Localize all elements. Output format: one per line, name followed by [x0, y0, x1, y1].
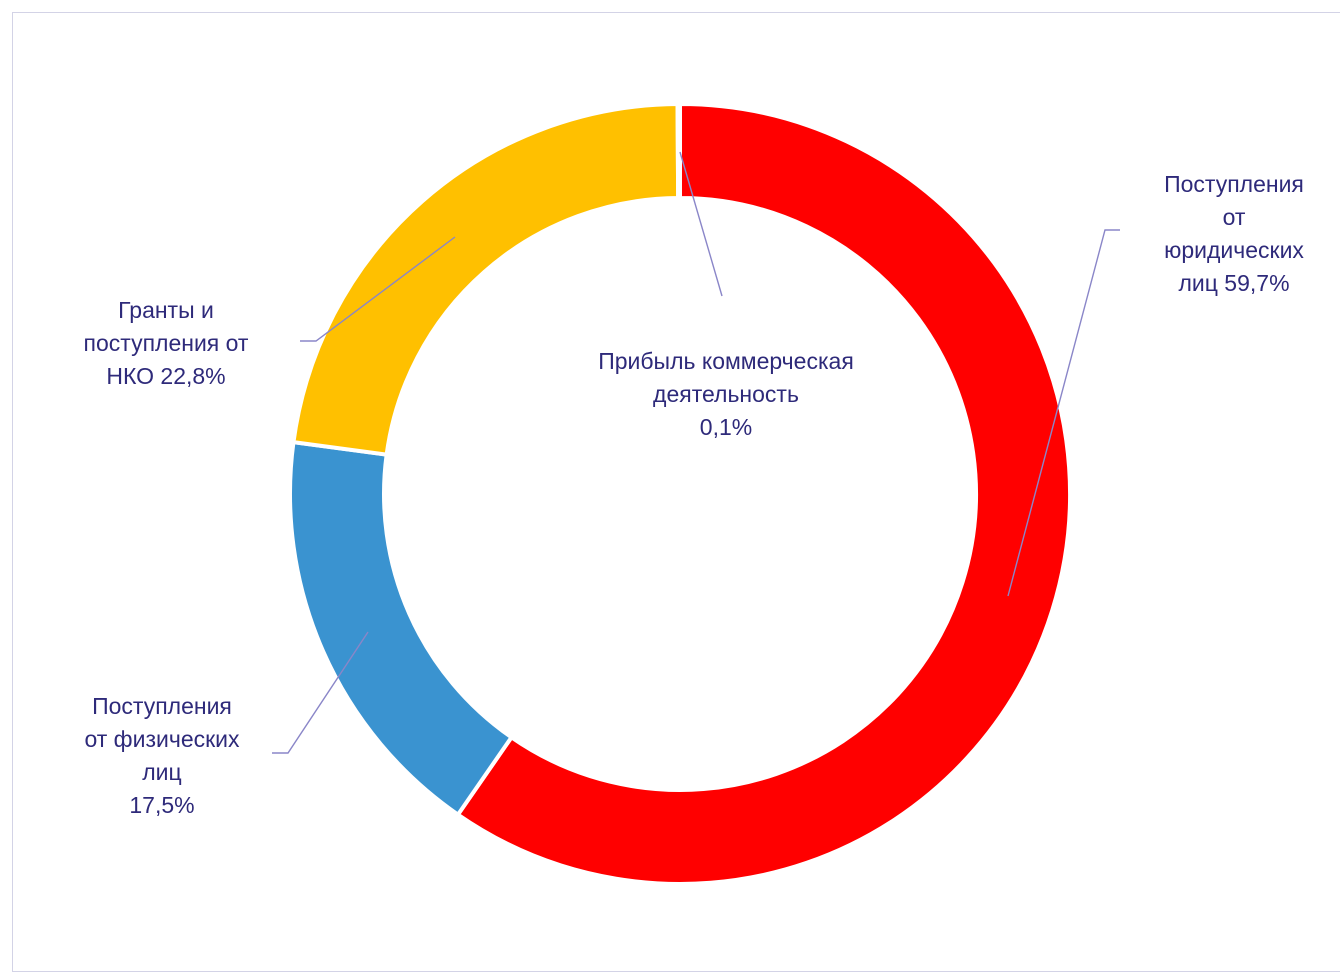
slices-group: [288, 101, 1072, 886]
label-commercial-profit: Прибыль коммерческая деятельность 0,1%: [598, 348, 854, 440]
label-line: Поступления: [1164, 171, 1304, 197]
leader-grants-nko: [300, 236, 456, 342]
label-line: Гранты и: [118, 297, 214, 323]
label-line: Поступления: [92, 693, 232, 719]
labels-group: Поступления от юридических лиц 59,7%Поступл…: [84, 171, 1305, 818]
slice-commercial-profit: [675, 101, 682, 201]
leader-legal-entities: [1007, 229, 1120, 597]
label-line: деятельность: [653, 381, 799, 407]
label-legal-entities: Поступления от юридических лиц 59,7%: [1164, 171, 1304, 296]
slice-grants-nko: [291, 101, 681, 457]
label-line: от физических: [84, 726, 240, 752]
leader-lines-group: [272, 151, 1120, 754]
label-line: юридических: [1164, 237, 1304, 263]
leader-commercial-profit: [679, 151, 723, 297]
label-line: лиц: [142, 759, 181, 785]
slice-legal-entities: [455, 101, 1072, 886]
label-line: 0,1%: [700, 414, 752, 440]
label-individuals: Поступления от физических лиц 17,5%: [84, 693, 240, 818]
label-line: от: [1223, 204, 1246, 230]
slice-individuals: [288, 439, 515, 818]
label-line: лиц 59,7%: [1178, 270, 1289, 296]
leader-individuals: [272, 631, 369, 754]
label-line: Прибыль коммерческая: [598, 348, 854, 374]
label-line: 17,5%: [129, 792, 194, 818]
label-grants-nko: Гранты и поступления от НКО 22,8%: [84, 297, 249, 389]
label-line: НКО 22,8%: [106, 363, 225, 389]
label-line: поступления от: [84, 330, 249, 356]
